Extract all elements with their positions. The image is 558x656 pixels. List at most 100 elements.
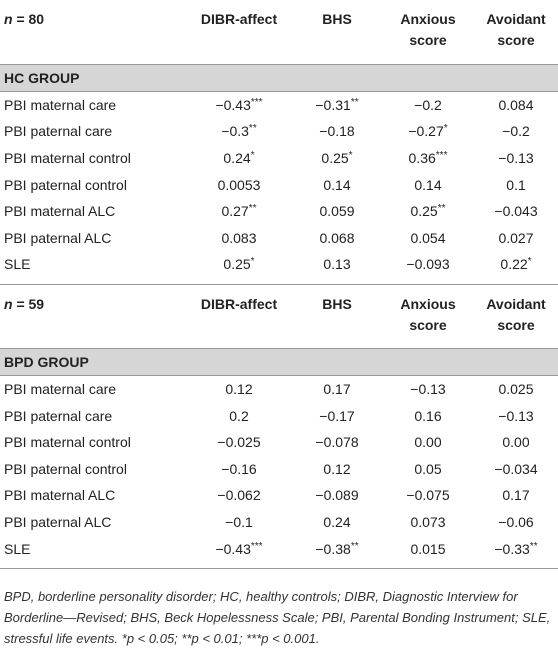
group-title: BPD GROUP — [0, 347, 558, 376]
table-row: SLE 0.25* 0.13 −0.093 0.22* — [0, 251, 558, 278]
column-header: BHS — [292, 283, 382, 349]
correlation-cell: −0.093 — [382, 251, 474, 278]
row-label: PBI maternal ALC — [4, 203, 116, 220]
correlation-cell: 0.054 — [382, 224, 474, 251]
sample-size-value: = 80 — [16, 11, 45, 27]
sample-size-symbol: n — [4, 295, 13, 312]
correlation-cell: −0.034 — [474, 455, 558, 482]
correlation-value: −0.27 — [408, 123, 444, 140]
correlation-value: 0.025 — [498, 380, 534, 397]
correlation-value: 0.068 — [319, 229, 355, 246]
correlation-cell: 0.015 — [382, 535, 474, 562]
correlation-cell: −0.2 — [474, 118, 558, 145]
correlation-value: −0.13 — [498, 149, 534, 166]
correlation-value: −0.13 — [410, 380, 446, 397]
correlation-cell: 0.083 — [186, 224, 292, 251]
correlation-cell: −0.38** — [292, 535, 382, 562]
correlation-value: 0.17 — [502, 487, 530, 504]
correlation-cell: 0.25* — [292, 145, 382, 172]
correlation-cell: 0.27** — [186, 198, 292, 225]
significance-marker: * — [348, 149, 353, 161]
significance-marker: ** — [350, 540, 359, 552]
correlation-cell: 0.12 — [186, 375, 292, 402]
table-row: PBI maternal care 0.12 0.17 −0.13 0.025 — [0, 375, 558, 402]
column-header-row: n = 59 DIBR-affect BHS Anxious score Avoidant… — [0, 283, 558, 349]
table-row: PBI paternal care −0.3** −0.18 −0.27* −0.2 — [0, 118, 558, 145]
correlation-value: 0.015 — [410, 540, 446, 557]
correlation-cell: −0.078 — [292, 429, 382, 456]
correlation-value: 0.27 — [221, 203, 249, 220]
correlation-value: −0.3 — [221, 123, 249, 140]
row-label: PBI maternal care — [4, 380, 117, 397]
correlation-value: −0.17 — [319, 407, 355, 424]
correlation-cell: −0.1 — [186, 509, 292, 536]
correlation-cell: 0.00 — [474, 429, 558, 456]
group-title-row: HC GROUP — [0, 63, 558, 92]
significance-marker: ** — [248, 203, 257, 215]
correlation-cell: 0.22* — [474, 251, 558, 278]
table-row: PBI paternal ALC 0.083 0.068 0.054 0.027 — [0, 224, 558, 251]
table-row: PBI paternal care 0.2 −0.17 0.16 −0.13 — [0, 402, 558, 429]
column-header-label: Avoidant score — [486, 295, 546, 333]
correlation-cell: −0.43*** — [186, 91, 292, 118]
row-label: PBI paternal control — [4, 460, 127, 477]
correlation-value: −0.06 — [498, 513, 534, 530]
row-label: PBI maternal control — [4, 149, 131, 166]
column-header-label: DIBR-affect — [200, 295, 278, 312]
significance-marker: ** — [350, 96, 359, 108]
correlation-value: −0.43 — [215, 96, 251, 113]
row-label: PBI paternal control — [4, 176, 127, 193]
correlation-value: −0.034 — [494, 460, 538, 477]
correlation-value: 0.16 — [414, 407, 442, 424]
correlation-cell: −0.31** — [292, 91, 382, 118]
column-header-label: BHS — [322, 295, 352, 312]
column-header: DIBR-affect — [186, 283, 292, 349]
correlation-cell: 0.36*** — [382, 145, 474, 172]
correlation-value: 0.059 — [319, 203, 355, 220]
row-label: PBI maternal control — [4, 434, 131, 451]
correlation-cell: −0.17 — [292, 402, 382, 429]
correlation-value: 0.13 — [323, 256, 351, 273]
correlation-value: 0.14 — [414, 176, 442, 193]
correlation-value: −0.16 — [221, 460, 257, 477]
table-bottom-rule — [0, 567, 558, 569]
correlation-value: −0.089 — [315, 487, 359, 504]
correlation-cell: 0.13 — [292, 251, 382, 278]
correlation-value: 0.12 — [323, 460, 351, 477]
row-label: PBI maternal care — [4, 96, 117, 113]
correlation-cell: −0.27* — [382, 118, 474, 145]
sample-size-cell: n = 80 — [0, 0, 186, 64]
correlation-cell: −0.18 — [292, 118, 382, 145]
correlation-value: −0.025 — [217, 434, 261, 451]
column-header-label: BHS — [322, 11, 352, 27]
correlation-cell: 0.025 — [474, 375, 558, 402]
table-row: PBI paternal ALC −0.1 0.24 0.073 −0.06 — [0, 509, 558, 536]
correlation-value: 0.00 — [502, 434, 530, 451]
correlation-value: −0.2 — [502, 123, 530, 140]
correlation-value: −0.1 — [225, 513, 253, 530]
correlation-cell: −0.2 — [382, 91, 474, 118]
correlation-value: 0.00 — [414, 434, 442, 451]
correlation-value: −0.075 — [406, 487, 450, 504]
correlation-cell: −0.089 — [292, 482, 382, 509]
row-label: SLE — [4, 256, 31, 273]
group-title: HC GROUP — [0, 63, 558, 92]
correlation-value: 0.25 — [410, 203, 438, 220]
correlation-value: 0.027 — [498, 229, 534, 246]
correlation-cell: 0.24 — [292, 509, 382, 536]
row-label: PBI paternal ALC — [4, 513, 112, 530]
correlation-cell: −0.13 — [382, 375, 474, 402]
correlation-cell: −0.06 — [474, 509, 558, 536]
correlation-value: 0.073 — [410, 513, 446, 530]
correlation-cell: 0.14 — [292, 171, 382, 198]
table-row: PBI maternal control −0.025 −0.078 0.00 0.00 — [0, 429, 558, 456]
correlation-value: 0.083 — [221, 229, 257, 246]
correlation-cell: 0.073 — [382, 509, 474, 536]
column-header: DIBR-affect — [186, 0, 292, 64]
column-header: Avoidant score — [474, 0, 558, 64]
correlation-value: −0.43 — [215, 540, 251, 557]
correlation-cell: 0.17 — [292, 375, 382, 402]
correlation-value: 0.25 — [321, 149, 349, 166]
correlation-cell: 0.027 — [474, 224, 558, 251]
correlation-value: 0.14 — [323, 176, 351, 193]
